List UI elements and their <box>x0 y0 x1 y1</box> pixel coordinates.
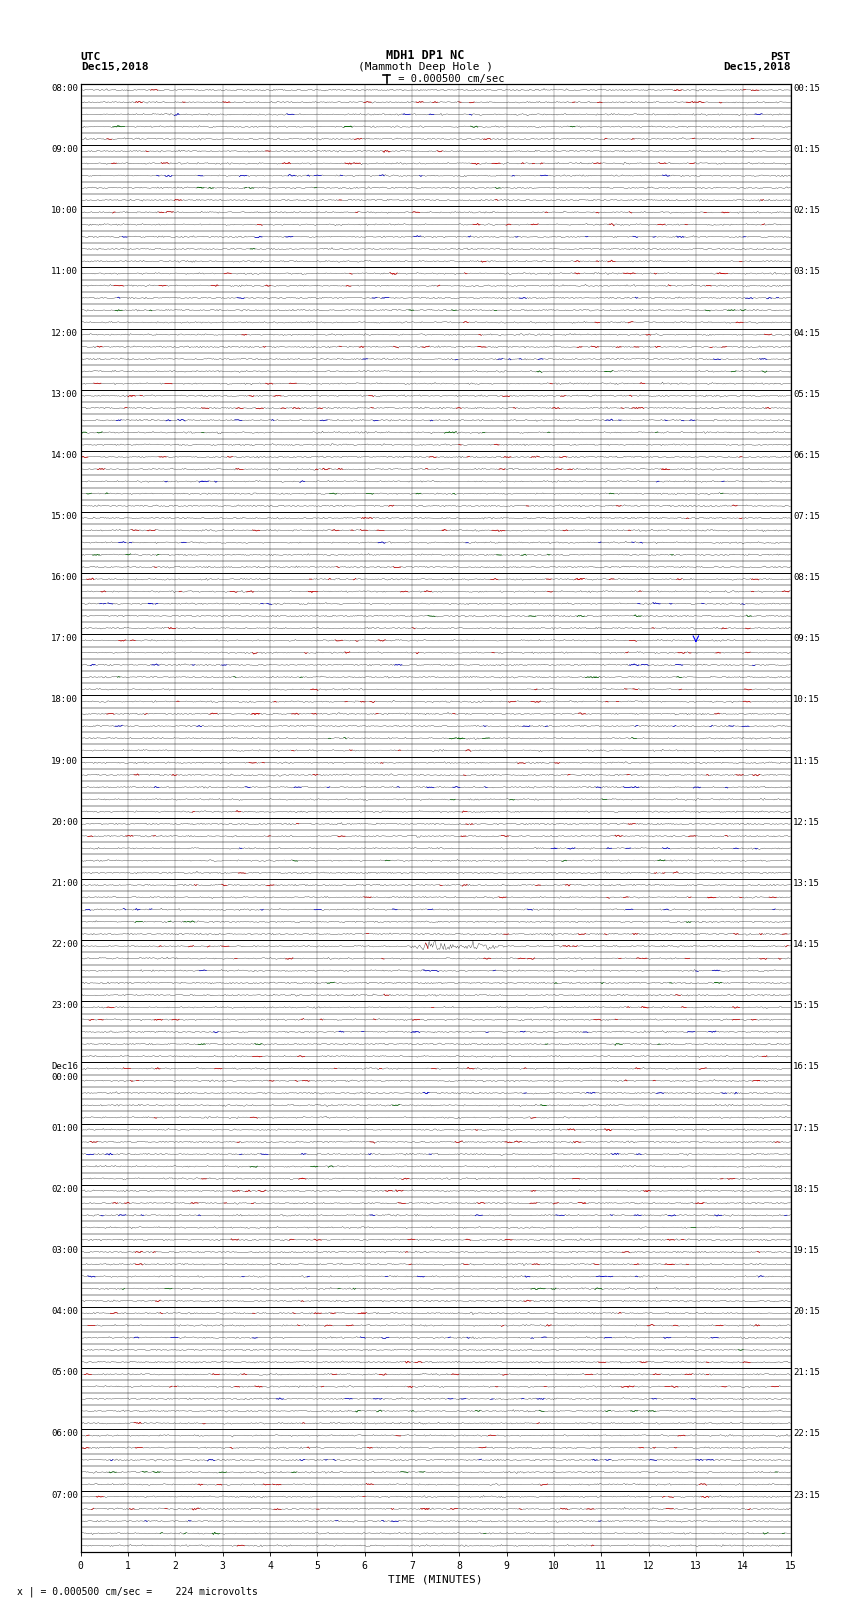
Text: UTC: UTC <box>81 52 101 63</box>
Text: MDH1 DP1 NC: MDH1 DP1 NC <box>386 48 464 63</box>
Text: Dec15,2018: Dec15,2018 <box>723 61 791 71</box>
Text: Dec15,2018: Dec15,2018 <box>81 61 148 71</box>
Text: = 0.000500 cm/sec: = 0.000500 cm/sec <box>392 74 504 84</box>
Text: x | = 0.000500 cm/sec =    224 microvolts: x | = 0.000500 cm/sec = 224 microvolts <box>17 1586 258 1597</box>
Text: PST: PST <box>770 52 790 63</box>
X-axis label: TIME (MINUTES): TIME (MINUTES) <box>388 1574 483 1586</box>
Text: (Mammoth Deep Hole ): (Mammoth Deep Hole ) <box>358 61 492 71</box>
